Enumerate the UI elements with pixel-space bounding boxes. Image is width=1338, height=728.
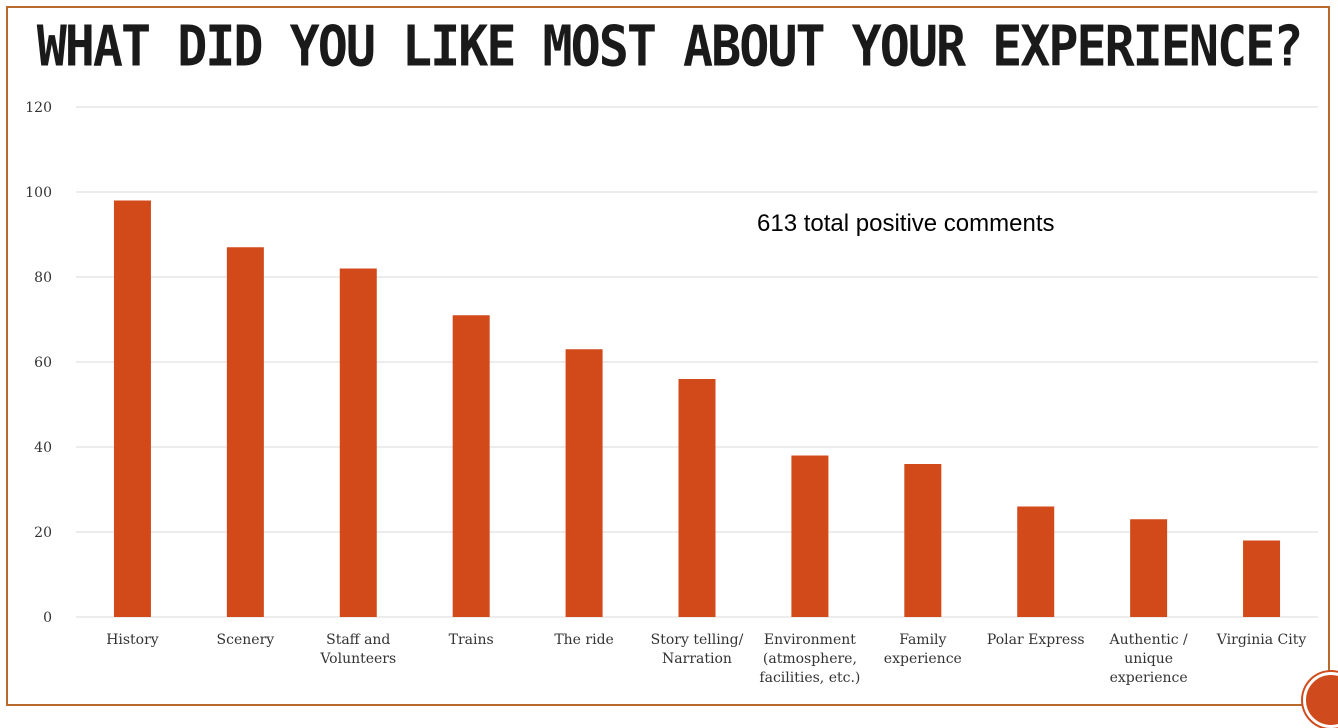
- x-category-label: Staff and Volunteers: [319, 632, 396, 667]
- x-category-label: The ride: [554, 632, 614, 648]
- x-category-label-line: facilities, etc.): [759, 670, 860, 686]
- y-tick-label: 100: [25, 185, 52, 201]
- x-category-label-line: (atmosphere,: [763, 651, 857, 667]
- x-category-label-line: Environment: [764, 632, 856, 648]
- bar: [678, 379, 716, 617]
- bar: [226, 247, 264, 617]
- x-category-label-line: Volunteers: [319, 651, 396, 667]
- x-category-label-line: Family: [899, 632, 946, 648]
- x-category-label-line: experience: [1110, 670, 1188, 686]
- bars: [113, 200, 1281, 617]
- x-category-label: Virginia City: [1216, 632, 1307, 648]
- x-category-label-line: Staff and: [326, 632, 390, 648]
- bar: [1017, 506, 1055, 617]
- bar: [113, 200, 151, 617]
- bar: [339, 268, 377, 617]
- x-category-label-line: Authentic /: [1109, 632, 1188, 648]
- x-category-label: History: [106, 632, 159, 648]
- y-tick-label: 20: [34, 525, 52, 541]
- slide-title: WHAT DID YOU LIKE MOST ABOUT YOUR EXPERI…: [36, 14, 1304, 80]
- x-category-label-line: Narration: [662, 651, 732, 667]
- bar: [791, 455, 829, 617]
- y-tick-label: 40: [34, 440, 52, 456]
- x-category-label-line: The ride: [554, 632, 614, 648]
- x-category-label-line: History: [106, 632, 159, 648]
- x-category-label: Polar Express: [987, 632, 1085, 648]
- x-category-label-line: Polar Express: [987, 632, 1085, 648]
- bar: [452, 315, 490, 617]
- bar: [904, 464, 942, 617]
- bar: [1243, 540, 1281, 617]
- x-category-label: Authentic / unique experience: [1109, 632, 1188, 686]
- y-tick-label: 0: [43, 610, 52, 626]
- bar: [565, 349, 603, 617]
- x-category-label: Environment (atmosphere, facilities, etc.): [759, 632, 860, 686]
- y-axis-ticks: 0 20 40 60 80 100 120: [25, 100, 52, 626]
- x-category-label: Family experience: [884, 632, 962, 667]
- x-axis-labels: History Scenery Staff and Volunteers Trains T…: [106, 632, 1306, 686]
- x-category-label: Scenery: [217, 632, 275, 648]
- x-category-label-line: Scenery: [217, 632, 275, 648]
- bar: [1130, 519, 1168, 617]
- total-comments-annotation: 613 total positive comments: [757, 210, 1055, 237]
- gridlines: [76, 106, 1318, 618]
- x-category-label-line: Trains: [449, 632, 494, 648]
- x-category-label-line: Virginia City: [1216, 632, 1307, 648]
- x-category-label: Story telling/Narration: [651, 632, 744, 667]
- x-category-label-line: Story telling/: [651, 632, 744, 648]
- x-category-label-line: experience: [884, 651, 962, 667]
- y-tick-label: 120: [25, 100, 52, 116]
- y-tick-label: 80: [34, 270, 52, 286]
- bar-chart: 0 20 40 60 80 100 120 History Scenery Staff and V…: [25, 100, 1318, 686]
- x-category-label-line: unique: [1124, 651, 1173, 667]
- y-tick-label: 60: [34, 355, 52, 371]
- x-category-label: Trains: [449, 632, 494, 648]
